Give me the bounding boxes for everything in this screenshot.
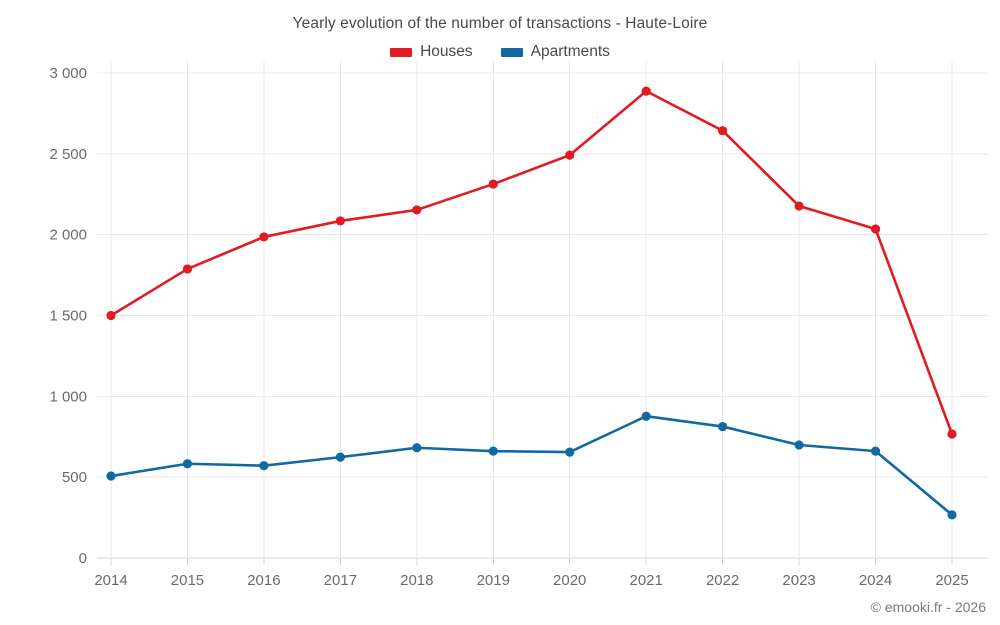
data-point-apartments-2019[interactable] [488, 446, 498, 456]
data-point-apartments-2018[interactable] [412, 443, 422, 453]
y-tick-label-2500: 2 500 [49, 146, 87, 163]
data-point-houses-2015[interactable] [182, 264, 193, 274]
y-gridlines [97, 72, 988, 559]
x-tick-label-2015: 2015 [171, 572, 204, 589]
data-point-markers [106, 86, 957, 520]
data-point-houses-2024[interactable] [870, 224, 881, 234]
data-point-houses-2023[interactable] [794, 201, 804, 211]
data-point-apartments-2022[interactable] [718, 421, 728, 432]
data-point-apartments-2014[interactable] [106, 471, 116, 481]
x-tick-label-2021: 2021 [629, 572, 662, 589]
y-tick-label-3000: 3 000 [49, 65, 87, 82]
data-point-houses-2018[interactable] [412, 205, 422, 215]
chart-title: Yearly evolution of the number of transa… [292, 15, 708, 32]
data-point-apartments-2024[interactable] [870, 446, 881, 456]
data-point-apartments-2025[interactable] [947, 510, 957, 520]
x-axis-tick-marks [110, 558, 953, 565]
x-tick-label-2019: 2019 [477, 572, 510, 589]
data-series-lines [109, 89, 954, 517]
data-point-apartments-2017[interactable] [335, 452, 345, 462]
data-point-houses-2016[interactable] [259, 232, 269, 242]
data-point-houses-2022[interactable] [718, 126, 728, 136]
x-tick-label-2020: 2020 [553, 572, 586, 589]
data-point-houses-2025[interactable] [947, 429, 957, 439]
legend-label-apartments: Apartments [530, 43, 610, 60]
x-tick-label-2024: 2024 [859, 572, 892, 589]
x-tick-label-2017: 2017 [324, 572, 357, 589]
x-tick-label-2025: 2025 [935, 572, 968, 589]
x-gridlines [110, 61, 953, 558]
data-point-houses-2017[interactable] [335, 216, 345, 226]
data-point-apartments-2015[interactable] [182, 459, 193, 469]
y-axis-tick-labels: 0 500 1 000 1 500 2 000 2 500 3 000 [49, 65, 87, 567]
data-point-apartments-2020[interactable] [565, 447, 575, 457]
x-tick-label-2022: 2022 [706, 572, 739, 589]
legend-swatch-houses [390, 47, 413, 57]
legend-swatch-apartments [500, 47, 523, 57]
legend-label-houses: Houses [420, 43, 473, 60]
legend-item-houses[interactable]: Houses [390, 43, 473, 61]
legend-item-apartments[interactable]: Apartments [500, 43, 610, 61]
data-point-apartments-2016[interactable] [259, 461, 269, 471]
y-tick-label-500: 500 [62, 469, 87, 486]
data-point-houses-2020[interactable] [565, 150, 575, 160]
y-tick-label-1000: 1 000 [49, 388, 87, 405]
y-tick-label-1500: 1 500 [49, 307, 87, 324]
x-axis-tick-labels: 2014 2015 2016 2017 2018 2019 2020 2021 2022 2023… [94, 572, 968, 589]
series-line-houses [109, 89, 954, 436]
y-tick-label-2000: 2 000 [49, 227, 87, 244]
data-point-houses-2021[interactable] [641, 86, 651, 96]
data-point-apartments-2021[interactable] [641, 411, 651, 421]
x-tick-label-2014: 2014 [94, 572, 127, 589]
data-point-houses-2019[interactable] [488, 179, 498, 189]
chart-legend: Houses Apartments [0, 43, 1000, 61]
series-line-apartments [109, 414, 954, 517]
y-tick-label-0: 0 [79, 550, 87, 567]
x-tick-label-2018: 2018 [400, 572, 433, 589]
data-point-apartments-2023[interactable] [794, 440, 804, 450]
data-point-houses-2014[interactable] [106, 310, 116, 321]
x-tick-label-2023: 2023 [782, 572, 815, 589]
x-tick-label-2016: 2016 [247, 572, 280, 589]
credit-text: © emooki.fr - 2026 [870, 599, 986, 615]
